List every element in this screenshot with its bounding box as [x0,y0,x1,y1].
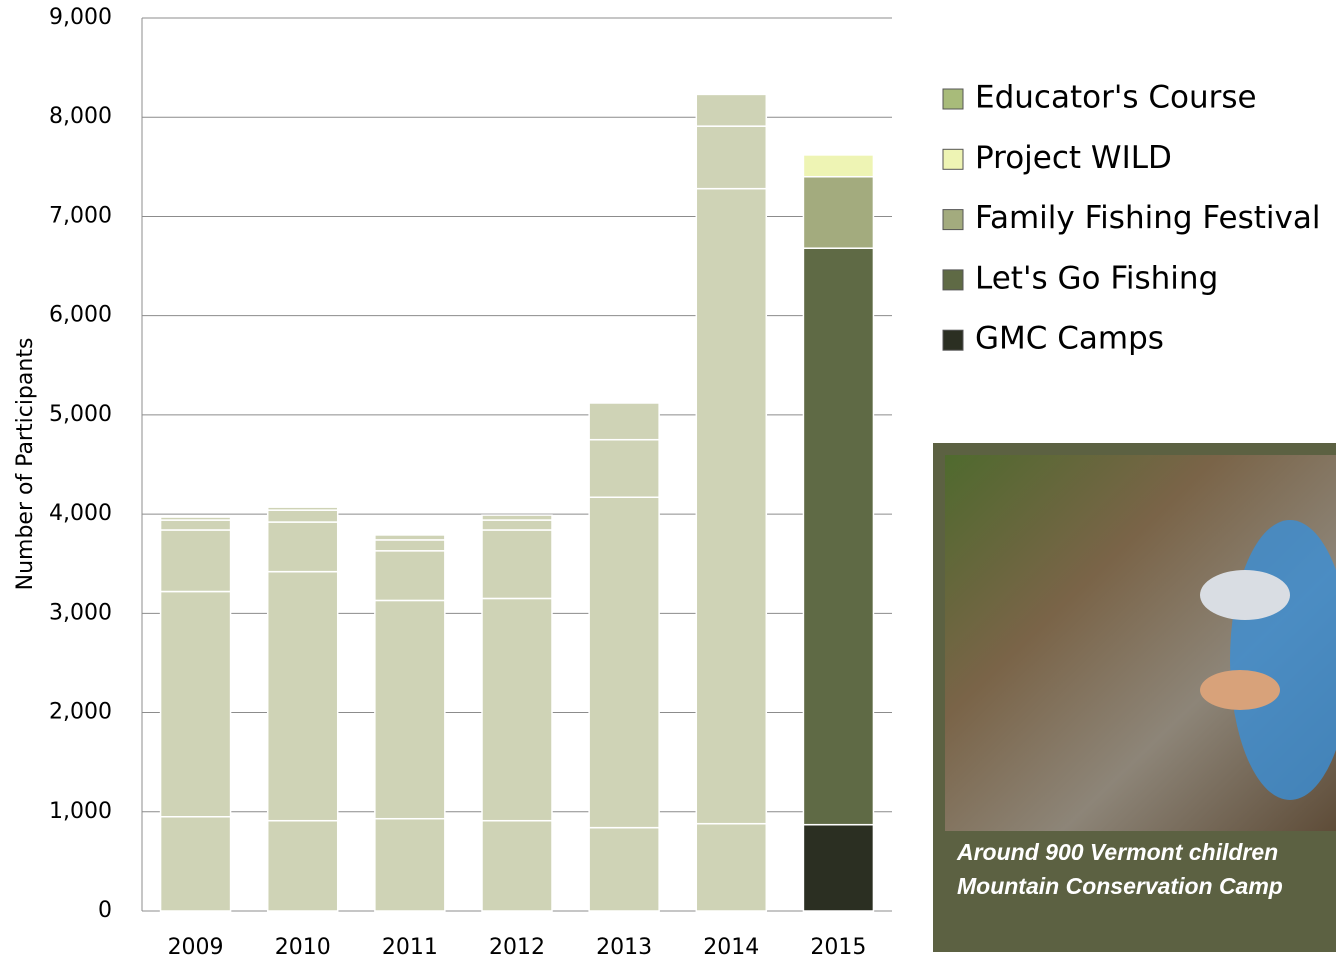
legend-swatch [942,148,964,170]
bar-segment [374,817,446,912]
bar-segment [481,529,553,600]
bar-segment [802,247,875,826]
bar-segment [481,514,553,521]
bar-segment [159,516,232,521]
y-tick-label: 5,000 [49,402,112,427]
bar-segment [374,550,446,602]
bar-segment [802,823,875,912]
bar-segment [588,496,660,829]
y-tick-label: 7,000 [49,203,112,228]
x-tick-label: 2011 [382,935,438,960]
legend-swatch [942,88,964,110]
x-tick-label: 2014 [703,935,759,960]
x-tick-label: 2015 [810,935,866,960]
bar-segment [159,590,232,818]
bar-segment [266,509,339,523]
y-tick-label: 3,000 [49,600,112,625]
legend-label: Let's Go Fishing [975,260,1218,296]
y-axis-label: Number of Participants [13,338,38,591]
bar-segment [695,187,768,825]
y-tick-label: 0 [98,898,112,923]
bar-segment [266,570,339,822]
legend-swatch [942,329,964,351]
bar-segment [481,519,553,531]
bar-segment [159,519,232,531]
bar-segment [481,819,553,912]
bar-segment [266,521,339,573]
bar-segment [481,597,553,822]
bar-segment [588,402,660,441]
x-tick-label: 2009 [168,935,224,960]
legend-label: Family Fishing Festival [975,200,1320,236]
bar-segment [695,125,768,190]
x-tick-label: 2010 [275,935,331,960]
photo-figure [1200,670,1280,710]
photo: Around 900 Vermont children Mountain Con… [933,443,1336,952]
legend-label: Educator's Course [975,80,1257,116]
y-tick-label: 1,000 [49,799,112,824]
y-tick-label: 6,000 [49,303,112,328]
bar-segment [374,599,446,820]
x-tick-label: 2013 [596,935,652,960]
bar-segment [159,529,232,593]
y-tick-label: 9,000 [49,5,112,30]
bar-segment [159,815,232,912]
bar-segment [374,534,446,541]
y-tick-label: 4,000 [49,501,112,526]
bar-segment [266,506,339,511]
legend-swatch [942,269,964,291]
bar-segment [374,539,446,552]
legend-swatch [942,209,964,231]
legend-label: GMC Camps [975,321,1164,357]
photo-figure [1200,570,1290,620]
photo-caption: Mountain Conservation Camp [957,873,1283,899]
bar-segment [695,822,768,912]
x-tick-label: 2012 [489,935,545,960]
bar-segment [588,826,660,912]
legend-label: Project WILD [975,140,1172,176]
bar-segment [802,176,875,249]
bar-segment [588,438,660,498]
y-tick-label: 8,000 [49,104,112,129]
bar-segment [802,154,875,178]
bar-segment [695,93,768,127]
y-tick-label: 2,000 [49,700,112,725]
bar-segment [266,819,339,912]
photo-caption: Around 900 Vermont children [956,839,1278,865]
